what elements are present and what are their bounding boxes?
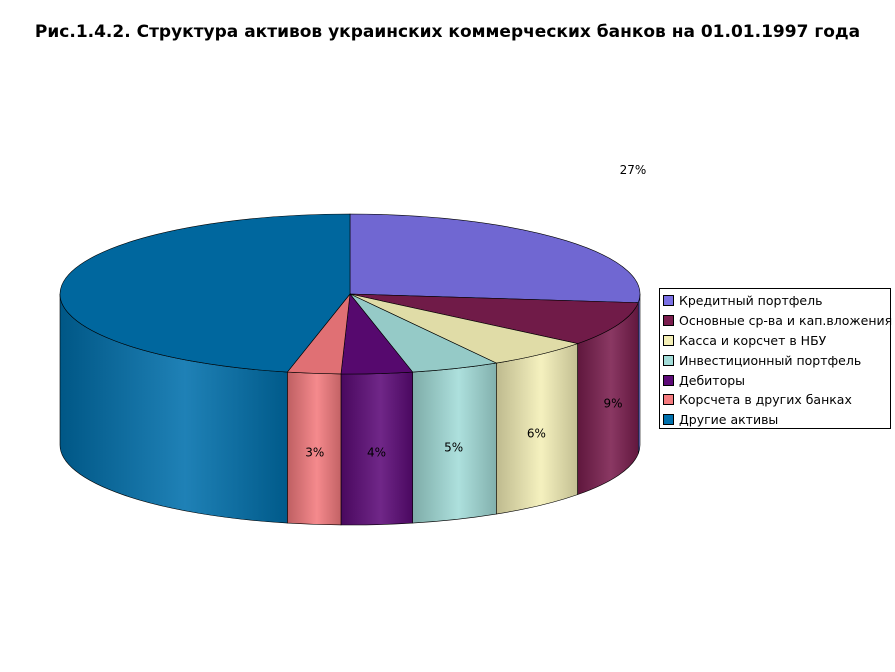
legend-item: Дебиторы — [663, 370, 890, 390]
legend-swatch — [663, 394, 674, 406]
legend-label: Основные ср-ва и кап.вложения — [679, 313, 893, 329]
legend-item: Инвестиционный портфель — [663, 350, 890, 370]
legend-item: Кредитный портфель — [663, 291, 890, 311]
pie-label-2: 6% — [527, 426, 546, 440]
legend-swatch — [663, 414, 674, 426]
pie-slice-0 — [349, 213, 641, 303]
legend-swatch — [663, 295, 674, 307]
pie-slice-1 — [349, 293, 639, 344]
pie-label-5: 3% — [305, 445, 324, 459]
pie-label-1: 9% — [603, 396, 622, 410]
pie-tops — [59, 213, 641, 375]
legend-item: Корсчета в других банках — [663, 390, 890, 410]
pie-label-0: 27% — [620, 163, 647, 177]
chart-title: Рис.1.4.2. Структура активов украинских … — [34, 22, 861, 42]
pie-label-4: 4% — [367, 446, 386, 460]
legend-item: Основные ср-ва и кап.вложения — [663, 311, 893, 331]
legend-item: Касса и корсчет в НБУ — [663, 331, 890, 351]
legend: Кредитный портфель Основные ср-ва и кап.в… — [659, 288, 893, 430]
legend-label: Корсчета в других банках — [679, 392, 852, 408]
pie-sides — [59, 293, 641, 526]
legend-swatch — [663, 354, 674, 366]
legend-swatch — [663, 334, 674, 346]
pie-slice-6 — [59, 213, 351, 373]
legend-label: Инвестиционный портфель — [679, 352, 862, 368]
legend-swatch — [663, 315, 674, 327]
legend-item: Другие активы — [663, 410, 890, 430]
legend-label: Кредитный портфель — [679, 293, 823, 309]
legend-swatch — [663, 374, 674, 386]
pie-labels: 27%9%6%5%4%3%47% — [305, 163, 647, 460]
legend-label: Другие активы — [679, 412, 779, 428]
legend-label: Дебиторы — [679, 372, 746, 388]
pie-label-3: 5% — [444, 441, 463, 455]
legend-label: Касса и корсчет в НБУ — [679, 332, 827, 348]
